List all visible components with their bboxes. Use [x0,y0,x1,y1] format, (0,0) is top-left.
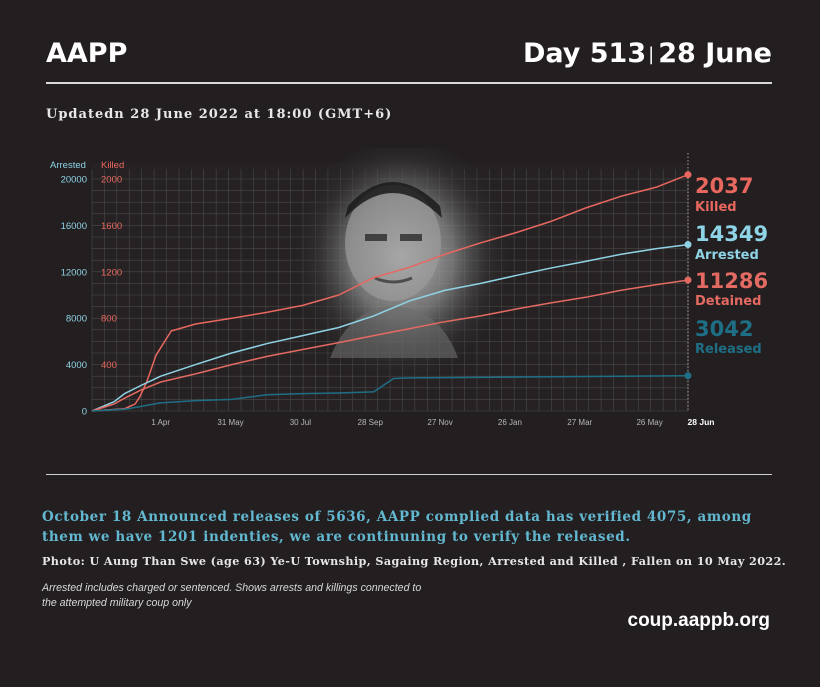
series-end-point-detained [684,276,692,284]
axes: Arrested Killed 20000 16000 12000 8000 4000 0 20… [50,153,714,427]
footnote: Arrested includes charged or sentenced. … [42,582,422,609]
right-axis-tick-label: 2000 [101,175,122,186]
series-end-point-killed [684,171,692,179]
date-label: 28 June [658,38,772,69]
left-axis-tick-label: 0 [82,407,87,418]
left-axis-tick-label: 12000 [61,267,87,278]
right-axis-tick-label: 1200 [101,267,122,278]
x-axis-tick-label: 26 May [636,418,662,427]
x-axis-tick-label: 27 Mar [567,418,592,427]
x-axis-tick-label: 28 Sep [358,418,384,427]
grid-lines [91,169,689,412]
series-line-released [91,374,689,412]
x-axis-end-label: 28 Jun [688,417,715,427]
end-label-killed: Killed [695,200,737,215]
site-url: coup.aappb.org [627,610,771,631]
x-axis-tick-label: 27 Nov [427,418,452,427]
day-counter: Day 513 | 28 June [523,38,772,69]
end-label-arrested: Arrested [695,248,759,263]
updated-timestamp: Updatedn 28 June 2022 at 18:00 (GMT+6) [46,107,393,122]
left-axis-tick-label: 8000 [66,314,87,325]
day-label: Day 513 [522,38,647,69]
right-axis-tick-label: 1600 [101,221,122,232]
right-axis-title: Killed [101,160,124,171]
series-end-point-released [684,372,692,380]
left-axis-tick-label: 4000 [66,360,87,371]
photo-caption: Photo: U Aung Than Swe (age 63) Ye-U Tow… [42,554,787,568]
series-line-detained [91,279,689,412]
right-axis-tick-label: 800 [101,314,117,325]
x-axis-tick-label: 31 May [217,418,243,427]
left-axis-tick-label: 16000 [61,221,87,232]
series-end-point-arrested [684,241,692,249]
end-label-detained: Detained [695,294,761,309]
portrait-photo [287,148,517,400]
announcement-text: October 18 Announced releases of 5636, A… [42,509,752,545]
top-divider [46,82,772,84]
end-label-released: Released [695,342,762,357]
day-separator: | [648,44,655,65]
end-value-detained: 11286 [695,269,768,293]
cumulative-chart: Arrested Killed 20000 16000 12000 8000 4000 0 20… [50,148,768,427]
end-value-released: 3042 [695,317,753,341]
right-axis-tick-label: 400 [101,360,117,371]
bottom-divider [46,474,772,475]
series-lines [91,171,692,412]
left-axis-title: Arrested [50,160,86,171]
series-line-arrested [91,243,689,412]
brand-title: AAPP [46,38,128,69]
end-value-killed: 2037 [695,174,753,198]
end-value-arrested: 14349 [695,222,768,246]
x-axis-tick-label: 26 Jan [498,418,522,427]
left-axis-tick-label: 20000 [61,175,87,186]
x-axis-tick-label: 1 Apr [151,418,170,427]
x-axis-tick-label: 30 Jul [290,418,312,427]
